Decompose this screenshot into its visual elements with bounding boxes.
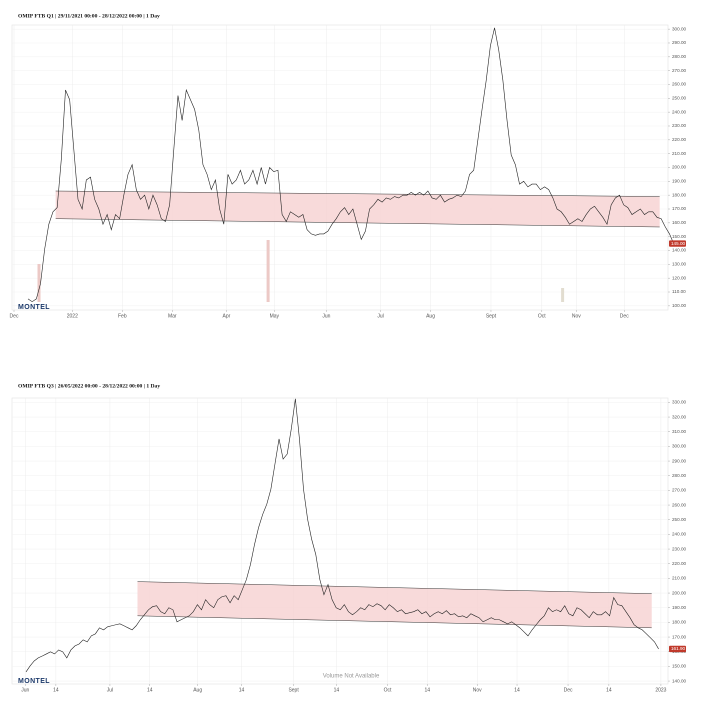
channel-band: [55, 191, 660, 227]
x-tick-label: May: [270, 313, 280, 319]
x-tick-label: Feb: [118, 313, 127, 319]
x-tick-label: Oct: [384, 687, 392, 693]
y-tick-label: 290.00: [672, 458, 686, 463]
y-tick-label: 180.00: [672, 192, 686, 197]
y-tick-label: 280.00: [672, 54, 686, 59]
last-price-badge: [669, 645, 686, 653]
y-tick-label: 170.00: [672, 206, 686, 211]
x-tick-label: Aug: [193, 687, 202, 693]
x-tick-label: 14: [334, 687, 340, 693]
y-tick-label: 300.00: [672, 26, 686, 31]
x-tick-label: Jun: [322, 313, 330, 319]
y-tick-label: 240.00: [672, 532, 686, 537]
x-tick-label: Jul: [107, 687, 113, 693]
chart-title: OMIP FTB Q1 | 29/11/2021 00:00 - 28/12/2…: [18, 13, 160, 19]
y-tick-label: 140.00: [672, 248, 686, 253]
y-tick-label: 230.00: [672, 123, 686, 128]
y-tick-label: 260.00: [672, 502, 686, 507]
channel-line: [55, 190, 660, 197]
y-tick-label: 250.00: [672, 517, 686, 522]
y-tick-label: 280.00: [672, 473, 686, 478]
y-tick-label: 110.00: [672, 289, 686, 294]
channel-band: [137, 581, 652, 628]
channel-line: [137, 615, 652, 629]
x-tick-label: 2022: [67, 313, 78, 319]
y-tick-label: 320.00: [672, 414, 686, 419]
y-tick-label: 170.00: [672, 634, 686, 639]
y-tick-label: 310.00: [672, 429, 686, 434]
y-tick-label: 150.00: [672, 234, 686, 239]
price-line: [27, 27, 674, 303]
x-tick-label: 14: [53, 687, 59, 693]
y-tick-label: 180.00: [672, 620, 686, 625]
x-tick-label: Nov: [572, 313, 581, 319]
x-tick-label: Nov: [473, 687, 482, 693]
y-tick-label: 250.00: [672, 96, 686, 101]
x-tick-label: 14: [606, 687, 612, 693]
last-price-badge: [669, 240, 686, 247]
y-tick-label: 210.00: [672, 151, 686, 156]
y-tick-label: 190.00: [672, 605, 686, 610]
logo: MONTEL: [18, 304, 50, 311]
x-tick-label: 14: [424, 687, 430, 693]
channel-line: [137, 581, 652, 594]
x-tick-label: 14: [239, 687, 245, 693]
y-tick-label: 210.00: [672, 576, 686, 581]
volume-bar: [561, 288, 565, 302]
y-tick-label: 290.00: [672, 40, 686, 45]
y-tick-label: 200.00: [672, 590, 686, 595]
y-tick-label: 200.00: [672, 165, 686, 170]
y-tick-label: 160.00: [672, 220, 686, 225]
x-tick-label: Jul: [377, 313, 383, 319]
y-tick-label: 140.00: [672, 678, 686, 683]
last-price-label: 145.00: [671, 241, 685, 246]
y-tick-label: 230.00: [672, 546, 686, 551]
y-tick-label: 220.00: [672, 137, 686, 142]
x-tick-label: Dec: [620, 313, 629, 319]
y-tick-label: 300.00: [672, 444, 686, 449]
price-line: [25, 398, 659, 673]
x-tick-label: Sept: [288, 687, 299, 693]
x-tick-label: Dec: [10, 313, 19, 319]
y-tick-label: 270.00: [672, 68, 686, 73]
x-tick-label: 14: [147, 687, 153, 693]
plot-frame: [11, 397, 669, 685]
y-tick-label: 330.00: [672, 400, 686, 405]
x-tick-label: 2023: [655, 687, 666, 693]
x-tick-label: Aug: [426, 313, 435, 319]
volume-bar: [266, 240, 270, 302]
channel-line: [55, 218, 660, 228]
y-tick-label: 150.00: [672, 664, 686, 669]
volume-note: Volume Not Available: [323, 674, 380, 680]
chart-title: OMIP FTB Q3 | 26/05/2022 00:00 - 28/12/2…: [18, 383, 160, 389]
x-tick-label: Sept: [486, 313, 497, 319]
y-tick-label: 130.00: [672, 262, 686, 267]
x-tick-label: Oct: [538, 313, 546, 319]
x-tick-label: Apr: [223, 313, 231, 319]
y-tick-label: 120.00: [672, 275, 686, 280]
y-tick-label: 270.00: [672, 488, 686, 493]
y-tick-label: 240.00: [672, 109, 686, 114]
x-tick-label: 14: [514, 687, 520, 693]
y-tick-label: 220.00: [672, 561, 686, 566]
last-price-label: 161.90: [671, 646, 685, 651]
y-tick-label: 260.00: [672, 82, 686, 87]
y-tick-label: 190.00: [672, 179, 686, 184]
y-tick-label: 100.00: [672, 303, 686, 308]
volume-bar: [37, 264, 41, 302]
logo: MONTEL: [18, 678, 50, 685]
x-tick-label: Jun: [21, 687, 29, 693]
x-tick-label: Mar: [168, 313, 177, 319]
x-tick-label: Dec: [564, 687, 573, 693]
